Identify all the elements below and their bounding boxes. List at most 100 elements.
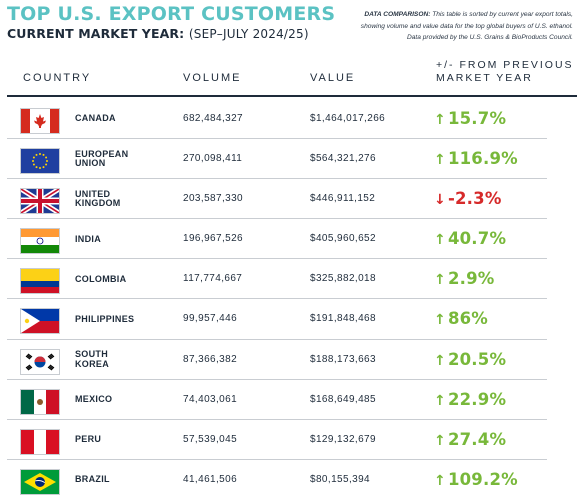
table-row: PHILIPPINES 99,957,446 $191,848,468 ↑ 86% xyxy=(0,299,579,340)
country-name: PERU xyxy=(75,420,175,460)
value-cell: $405,960,652 xyxy=(310,233,376,245)
value-cell: $129,132,679 xyxy=(310,433,376,445)
volume-cell: 74,403,061 xyxy=(183,393,238,405)
note-label: DATA COMPARISON: xyxy=(364,11,431,18)
change-percent: 20.5% xyxy=(447,349,507,369)
country-name-line-2: KOREA xyxy=(75,358,110,369)
country-name: CANADA xyxy=(75,99,175,139)
change-cell: ↑ 40.7% xyxy=(434,219,506,259)
table-row: EUROPEAN UNION 270,098,411 $564,321,276 ↑ 116… xyxy=(0,139,579,180)
change-cell: ↑ 27.4% xyxy=(434,420,506,460)
volume-cell: 203,587,330 xyxy=(183,193,244,205)
row-divider xyxy=(7,418,547,420)
change-cell: ↑ 20.5% xyxy=(434,340,506,380)
arrow-up-icon: ↑ xyxy=(434,152,446,169)
country-name: MEXICO xyxy=(75,380,175,420)
row-divider xyxy=(7,378,547,380)
change-cell: ↑ 116.9% xyxy=(434,139,518,179)
country-name: INDIA xyxy=(75,219,175,259)
volume-cell: 196,967,526 xyxy=(183,233,244,245)
country-name-line-2: KINGDOM xyxy=(75,198,121,209)
uk-flag-icon xyxy=(20,188,60,215)
value-cell: $325,882,018 xyxy=(310,273,376,285)
volume-cell: 270,098,411 xyxy=(183,153,243,165)
volume-cell: 41,461,506 xyxy=(183,473,238,485)
value-cell: $446,911,152 xyxy=(310,193,376,205)
column-header-volume: VOLUME xyxy=(183,72,242,84)
page-subtitle: CURRENT MARKET YEAR: (SEP–JULY 2024/25) xyxy=(7,26,309,42)
row-divider xyxy=(7,338,547,340)
note-line-1: This table is sorted by current year exp… xyxy=(432,11,573,18)
table-row: BRAZIL 41,461,506 $80,155,394 ↑ 109.2% xyxy=(0,460,579,500)
country-name-line-1: COLOMBIA xyxy=(75,273,127,284)
south-korea-flag-icon xyxy=(20,348,60,375)
change-cell: ↑ 15.7% xyxy=(434,99,506,139)
peru-flag-icon xyxy=(20,428,60,455)
arrow-down-icon: ↓ xyxy=(434,192,446,209)
change-percent: 2.9% xyxy=(447,269,495,289)
change-percent: -2.3% xyxy=(447,189,502,209)
country-name: BRAZIL xyxy=(75,460,175,500)
arrow-up-icon: ↑ xyxy=(434,392,446,409)
market-year-value: (SEP–JULY 2024/25) xyxy=(188,27,309,41)
change-cell: ↑ 109.2% xyxy=(434,460,518,500)
arrow-up-icon: ↑ xyxy=(434,472,446,489)
value-cell: $80,155,394 xyxy=(310,473,371,485)
brazil-flag-icon xyxy=(20,468,60,495)
country-name-line-1: INDIA xyxy=(75,233,101,244)
country-name-line-1: SOUTH xyxy=(75,349,108,360)
volume-cell: 99,957,446 xyxy=(183,313,238,325)
change-percent: 22.9% xyxy=(447,389,507,409)
country-name-line-1: BRAZIL xyxy=(75,474,110,485)
country-name: SOUTH KOREA xyxy=(75,340,175,380)
value-cell: $564,321,276 xyxy=(310,153,376,165)
change-percent: 116.9% xyxy=(447,149,518,169)
table-row: COLOMBIA 117,774,667 $325,882,018 ↑ 2.9% xyxy=(0,259,579,300)
change-cell: ↑ 2.9% xyxy=(434,259,495,299)
arrow-up-icon: ↑ xyxy=(434,112,446,128)
table-row: CANADA 682,484,327 $1,464,017,266 ↑ 15.7% xyxy=(0,99,579,140)
arrow-up-icon: ↑ xyxy=(434,272,446,289)
note-line-2: showing volume and value data for the to… xyxy=(360,22,573,30)
mexico-flag-icon xyxy=(20,388,60,415)
change-cell: ↓ -2.3% xyxy=(434,179,502,219)
table-row: UNITED KINGDOM 203,587,330 $446,911,152 ↓ -2.… xyxy=(0,179,579,220)
volume-cell: 87,366,382 xyxy=(183,353,238,365)
row-divider xyxy=(7,178,547,180)
country-name-line-1: EUROPEAN xyxy=(75,148,129,159)
country-name: PHILIPPINES xyxy=(75,299,175,339)
arrow-up-icon: ↑ xyxy=(434,432,446,449)
change-percent: 40.7% xyxy=(447,229,507,249)
value-cell: $191,848,468 xyxy=(310,313,376,325)
arrow-up-icon: ↑ xyxy=(434,312,446,329)
eu-flag-icon xyxy=(20,148,60,175)
change-percent: 109.2% xyxy=(447,469,518,489)
value-cell: $188,173,663 xyxy=(310,353,376,365)
note-line-3: Data provided by the U.S. Grains & BioPr… xyxy=(406,34,573,41)
country-name-line-2: UNION xyxy=(75,158,106,169)
country-name: COLOMBIA xyxy=(75,259,175,299)
country-name-line-1: MEXICO xyxy=(75,393,113,404)
philippines-flag-icon xyxy=(20,308,60,335)
volume-cell: 57,539,045 xyxy=(183,433,238,445)
page-title: TOP U.S. EXPORT CUSTOMERS xyxy=(7,3,336,25)
export-customers-table: CANADA 682,484,327 $1,464,017,266 ↑ 15.7% EUR… xyxy=(0,99,579,500)
value-cell: $1,464,017,266 xyxy=(310,113,386,124)
row-divider xyxy=(7,218,547,220)
colombia-flag-icon xyxy=(20,268,60,295)
header-divider xyxy=(7,95,577,97)
row-divider xyxy=(7,458,547,460)
country-name-line-1: PERU xyxy=(75,434,102,444)
arrow-up-icon: ↑ xyxy=(434,232,446,249)
row-divider xyxy=(7,298,547,300)
country-name: EUROPEAN UNION xyxy=(75,139,175,179)
column-header-change: +/- FROM PREVIOUS MARKET YEAR xyxy=(436,59,576,85)
data-comparison-note: DATA COMPARISON: This table is sorted by… xyxy=(293,9,573,44)
change-cell: ↑ 86% xyxy=(434,299,488,339)
country-name-line-1: UNITED xyxy=(75,188,111,199)
change-percent: 86% xyxy=(447,309,489,329)
country-name-line-1: PHILIPPINES xyxy=(75,313,135,324)
table-row: PERU 57,539,045 $129,132,679 ↑ 27.4% xyxy=(0,420,579,460)
country-name-line-1: CANADA xyxy=(75,113,116,124)
volume-cell: 682,484,327 xyxy=(183,113,244,124)
